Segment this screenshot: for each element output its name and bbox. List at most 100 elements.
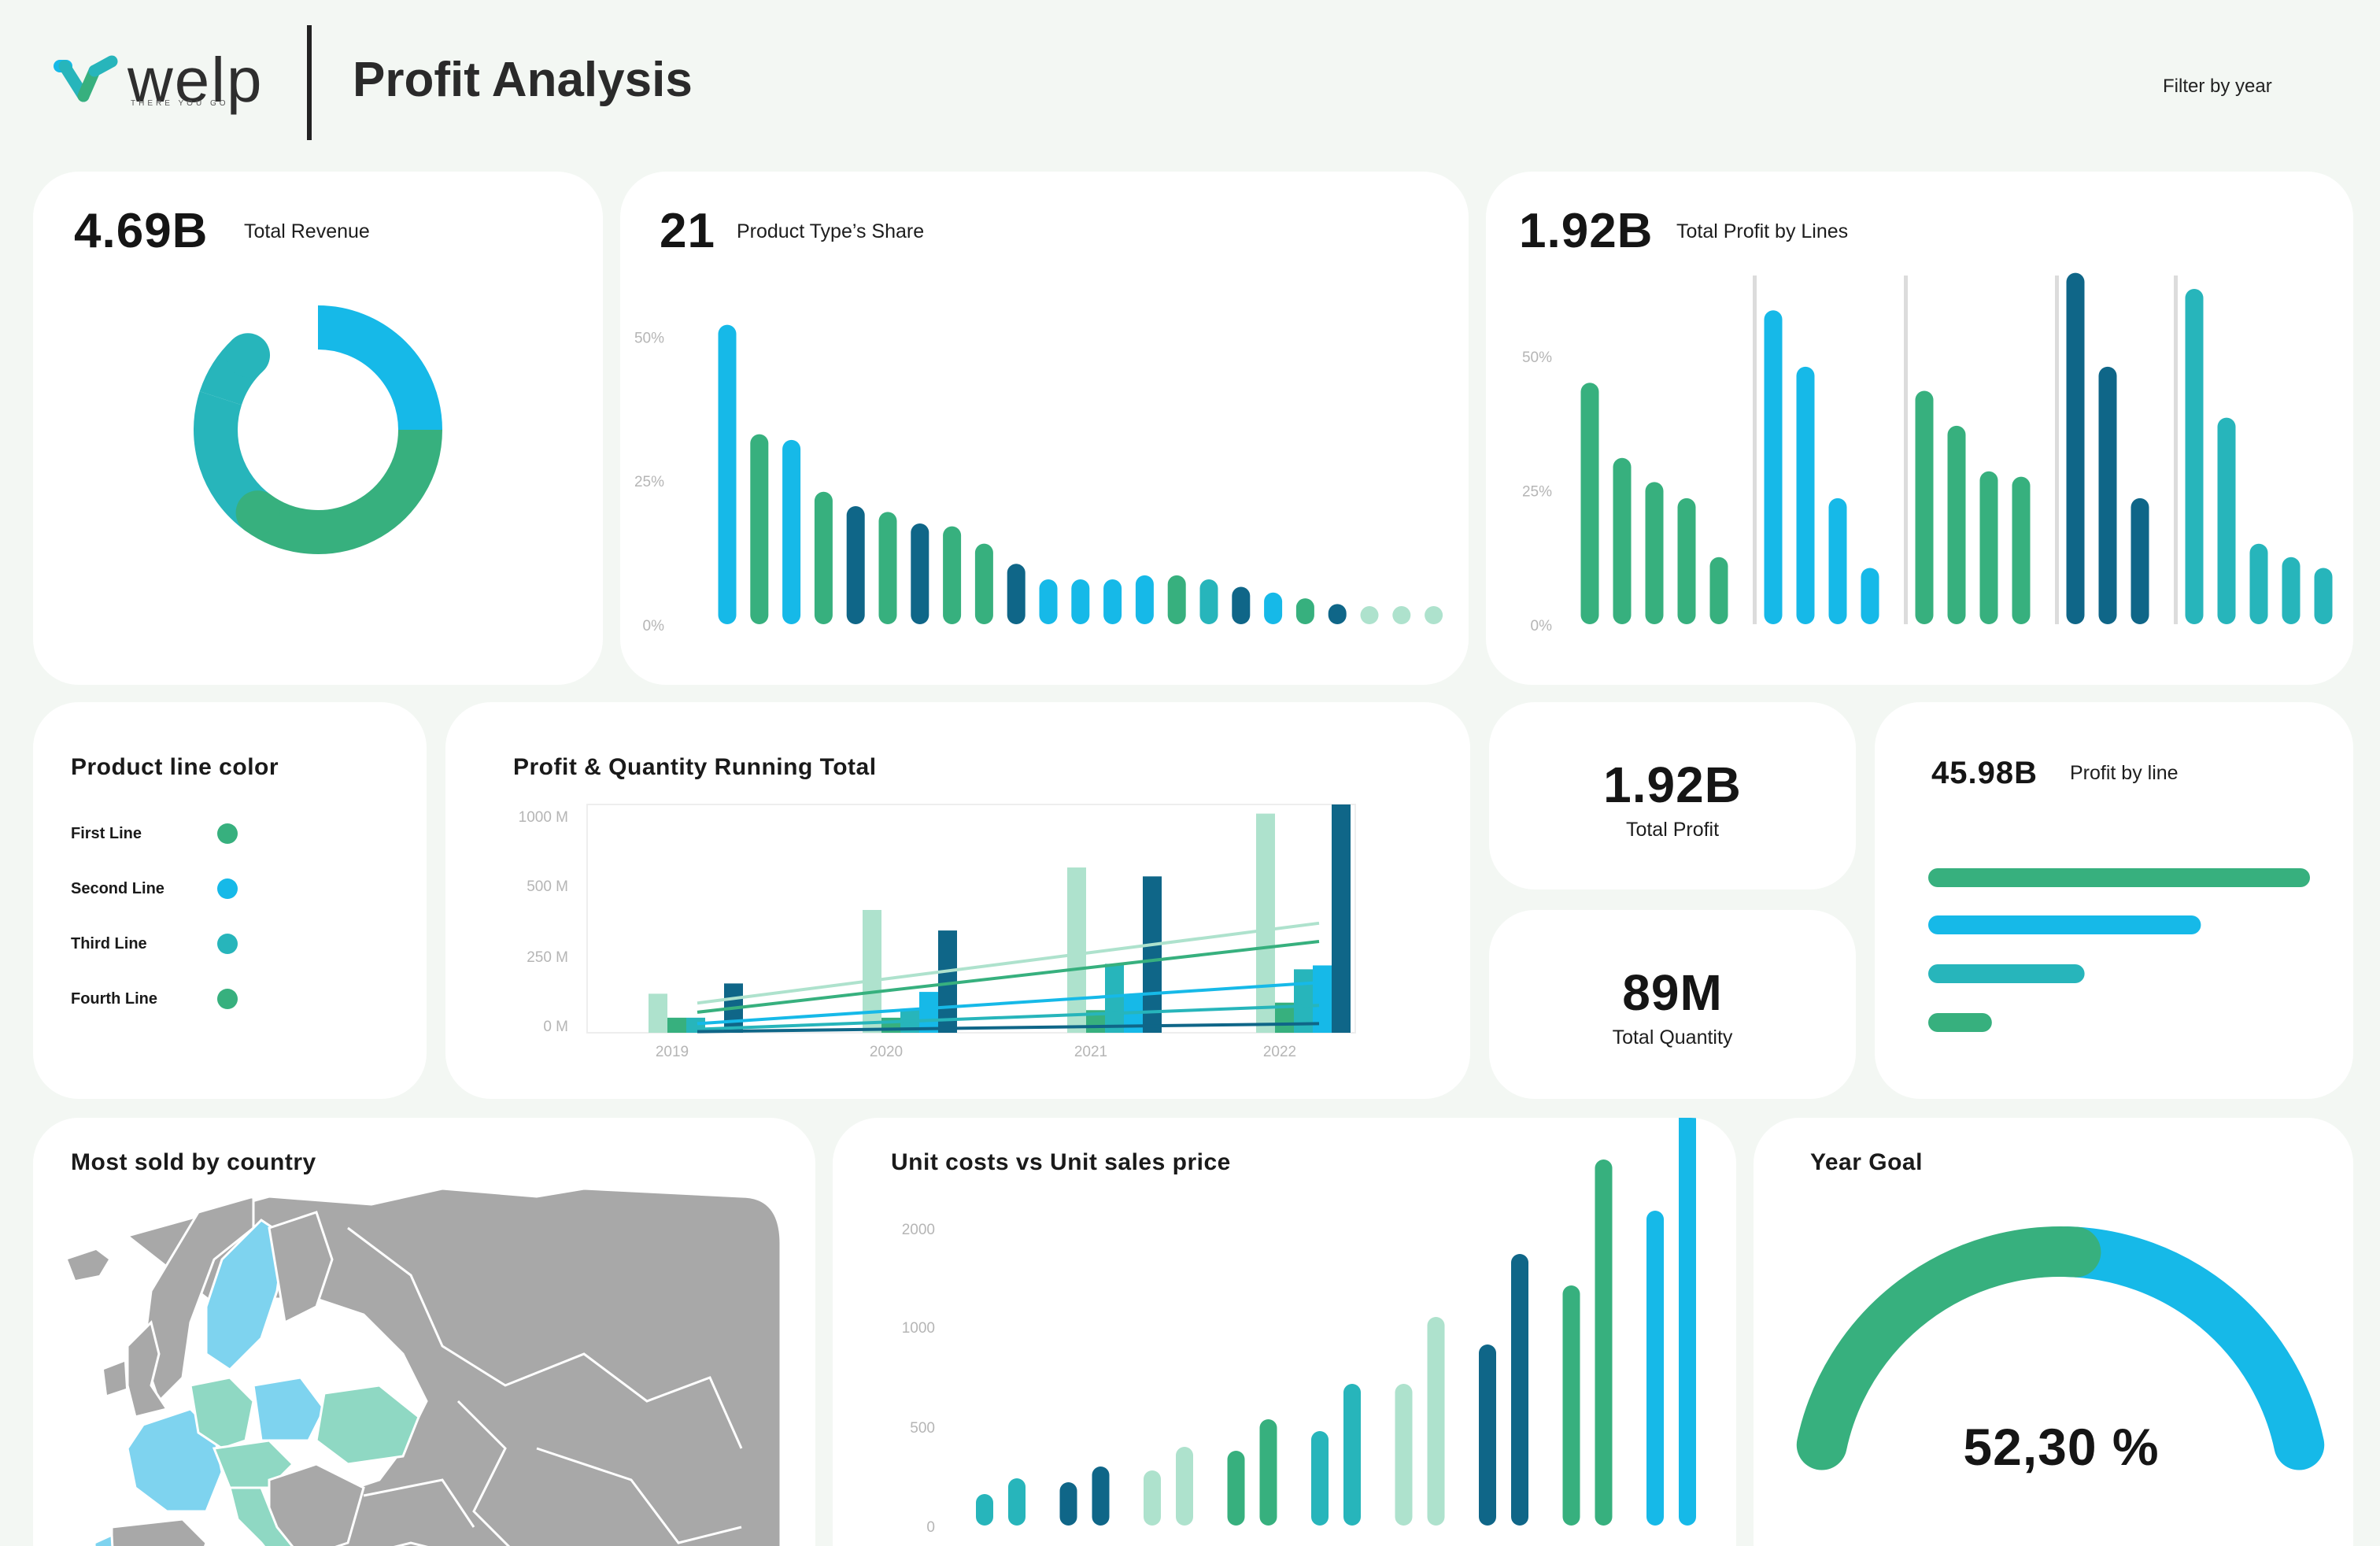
unit-bar-0-1 bbox=[1008, 1478, 1026, 1526]
revenue-slice-0 bbox=[317, 305, 442, 431]
map-region-turkey bbox=[393, 1541, 429, 1546]
running-bar-3-0 bbox=[1256, 813, 1275, 1033]
map-region-germany bbox=[189, 1376, 255, 1450]
running-trend-4 bbox=[697, 1022, 1320, 1034]
goal-progress-arc bbox=[1796, 1226, 2101, 1470]
running-bar-3-3 bbox=[1313, 965, 1332, 1033]
year-goal-value: 52,30 % bbox=[1963, 1418, 2160, 1476]
running-bar-2-2 bbox=[1105, 963, 1124, 1033]
unit-ytick-1: 1000 bbox=[902, 1320, 935, 1337]
profit-by-lines-label: Total Profit by Lines bbox=[1676, 220, 1849, 242]
lines-bar-1-0 bbox=[1764, 310, 1783, 624]
map-region-iceland bbox=[68, 1250, 109, 1280]
logo[interactable]: welp THERE YOU GO bbox=[49, 45, 285, 115]
total-profit-value: 1.92B bbox=[1603, 756, 1742, 813]
profit-by-line-bar-chart bbox=[1928, 868, 2310, 1032]
lines-bar-0-2 bbox=[1645, 482, 1664, 624]
lines-bar-1-1 bbox=[1796, 366, 1815, 624]
legend-dot-icon bbox=[217, 878, 238, 899]
year-goal-title: Year Goal bbox=[1810, 1149, 1923, 1175]
product-line-color-title: Product line color bbox=[71, 754, 279, 780]
product-share-card: 21 Product Type’s Share 50% 25% 0% bbox=[620, 172, 1469, 685]
running-total-card: Profit & Quantity Running Total 1000 M 50… bbox=[445, 702, 1470, 1099]
total-revenue-value: 4.69B bbox=[74, 204, 209, 258]
running-trend-1 bbox=[697, 940, 1320, 1014]
legend-label: Fourth Line bbox=[71, 990, 157, 1008]
share-bar-2 bbox=[782, 439, 801, 624]
lines-ytick-0: 50% bbox=[1522, 350, 1552, 366]
product-share-bar-chart: 50% 25% 0% bbox=[634, 324, 1443, 634]
revenue-donut-chart bbox=[194, 305, 442, 554]
profit-by-lines-bar-chart: 50% 25% 0% bbox=[1522, 272, 2333, 634]
lines-bar-3-2 bbox=[2131, 497, 2149, 624]
running-ytick-3: 0 M bbox=[543, 1019, 568, 1035]
share-bar-18 bbox=[1295, 598, 1314, 624]
unit-bar-7-0 bbox=[1562, 1285, 1580, 1526]
profit-by-line-bar-3 bbox=[1928, 1013, 1992, 1032]
unit-bar-2-0 bbox=[1144, 1470, 1161, 1526]
lines-bar-4-1 bbox=[2217, 417, 2236, 624]
product-share-value: 21 bbox=[660, 204, 715, 258]
unit-bar-3-0 bbox=[1227, 1451, 1245, 1526]
map-region-poland bbox=[252, 1376, 326, 1442]
unit-bar-8-1 bbox=[1679, 1118, 1696, 1526]
lines-divider-4 bbox=[2174, 276, 2178, 624]
share-bar-20 bbox=[1360, 606, 1379, 624]
running-trend-0 bbox=[697, 921, 1320, 1005]
unit-ytick-0: 2000 bbox=[902, 1222, 935, 1238]
lines-divider-2 bbox=[1904, 276, 1908, 624]
legend-label: First Line bbox=[71, 825, 142, 842]
running-trend-2 bbox=[697, 981, 1320, 1026]
unit-bar-0-0 bbox=[976, 1494, 993, 1526]
year-goal-gauge bbox=[1796, 1226, 2325, 1470]
goal-remaining-arc bbox=[2042, 1226, 2325, 1470]
unit-bar-1-0 bbox=[1059, 1482, 1077, 1526]
share-bar-22 bbox=[1425, 606, 1443, 624]
lines-bar-2-0 bbox=[1915, 390, 1934, 624]
lines-bar-0-0 bbox=[1580, 383, 1599, 624]
year-goal-card: Year Goal 52,30 % bbox=[1754, 1118, 2353, 1546]
share-bar-17 bbox=[1264, 592, 1283, 624]
share-bar-0 bbox=[718, 324, 737, 624]
legend-item-fourth[interactable]: Fourth Line bbox=[71, 984, 401, 1015]
legend-item-first[interactable]: First Line bbox=[71, 819, 401, 850]
share-bar-5 bbox=[878, 512, 897, 624]
lines-bar-4-0 bbox=[2185, 289, 2204, 624]
europe-map[interactable] bbox=[33, 1118, 815, 1546]
legend-item-third[interactable]: Third Line bbox=[71, 929, 401, 960]
running-xtick-2: 2021 bbox=[1074, 1044, 1107, 1060]
revenue-cap-end bbox=[226, 333, 271, 378]
share-bar-1 bbox=[750, 434, 769, 624]
running-bar-0-1 bbox=[667, 1017, 686, 1033]
share-bar-11 bbox=[1071, 579, 1090, 624]
running-xtick-3: 2022 bbox=[1263, 1044, 1296, 1060]
share-bar-9 bbox=[1007, 564, 1026, 624]
running-ytick-1: 500 M bbox=[527, 878, 568, 895]
lines-bar-4-3 bbox=[2282, 557, 2301, 624]
share-ytick-2: 0% bbox=[643, 618, 665, 634]
running-xtick-1: 2020 bbox=[870, 1044, 903, 1060]
profit-by-lines-value: 1.92B bbox=[1519, 204, 1654, 258]
legend-item-second[interactable]: Second Line bbox=[71, 874, 401, 905]
share-ytick-1: 25% bbox=[634, 474, 664, 490]
running-bar-2-4 bbox=[1143, 876, 1162, 1033]
running-bar-0-0 bbox=[649, 993, 667, 1033]
filter-by-year-button[interactable]: Filter by year bbox=[2163, 76, 2272, 97]
share-bar-7 bbox=[943, 526, 962, 624]
brand-tagline: THERE YOU GO bbox=[131, 99, 229, 108]
share-ytick-0: 50% bbox=[634, 330, 664, 346]
total-quantity-label: Total Quantity bbox=[1612, 1026, 1733, 1049]
lines-bar-4-2 bbox=[2249, 543, 2268, 624]
most-sold-country-card: Most sold by country bbox=[33, 1118, 815, 1546]
legend-dot-icon bbox=[217, 934, 238, 954]
running-ytick-2: 250 M bbox=[527, 949, 568, 966]
total-quantity-card: 89M Total Quantity bbox=[1489, 910, 1856, 1099]
profit-by-lines-card: 1.92B Total Profit by Lines 50% 25% 0% bbox=[1486, 172, 2353, 685]
profit-by-line-card: 45.98B Profit by line bbox=[1875, 702, 2353, 1099]
total-profit-label: Total Profit bbox=[1625, 819, 1720, 841]
profit-by-line-bar-1 bbox=[1928, 915, 2201, 934]
total-revenue-card: 4.69B Total Revenue bbox=[33, 172, 603, 685]
profit-by-line-label: Profit by line bbox=[2070, 762, 2179, 784]
lines-bar-2-1 bbox=[1947, 425, 1966, 624]
share-bar-3 bbox=[814, 491, 833, 624]
